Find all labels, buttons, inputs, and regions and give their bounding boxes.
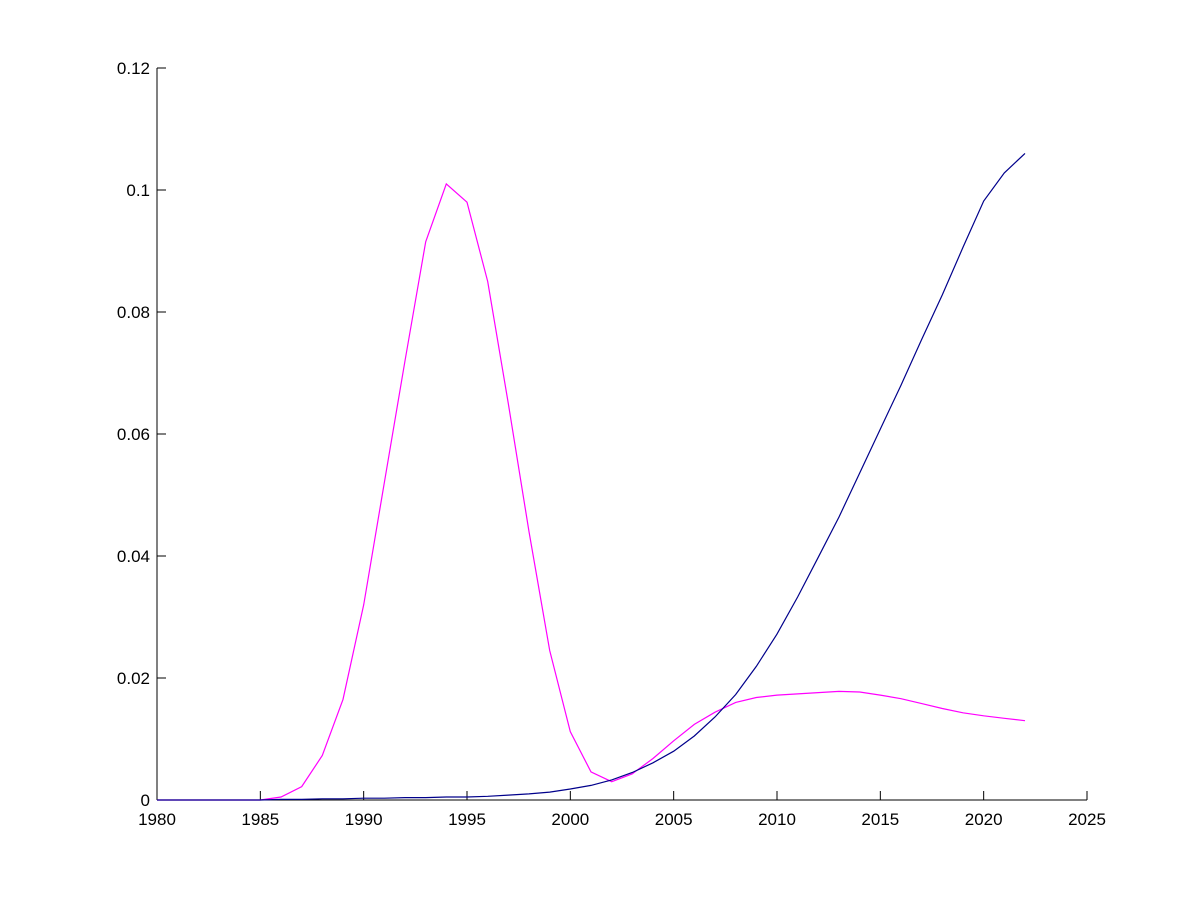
x-tick-label: 1985 (241, 810, 279, 829)
tick-marks (156, 67, 1088, 801)
y-tick-label: 0.08 (117, 303, 150, 322)
axes (156, 68, 1087, 801)
x-tick-label: 2015 (861, 810, 899, 829)
x-tick-labels: 1980 1985 1990 1995 2000 2005 2010 2015 2020 2025 (138, 810, 1106, 829)
y-tick-label: 0.02 (117, 669, 150, 688)
x-tick-label: 2025 (1068, 810, 1106, 829)
series-line-2 (157, 152, 1026, 801)
x-tick-label: 2010 (758, 810, 796, 829)
x-tick-label: 2000 (551, 810, 589, 829)
x-tick-label: 1990 (345, 810, 383, 829)
y-tick-label: 0.12 (117, 59, 150, 78)
y-tick-label: 0.1 (126, 181, 150, 200)
x-tick-label: 1980 (138, 810, 176, 829)
series-lines (157, 152, 1026, 801)
y-tick-labels: 0 0.02 0.04 0.06 0.08 0.1 0.12 (117, 59, 150, 810)
series-line-1 (157, 182, 1026, 801)
x-tick-label: 2020 (965, 810, 1003, 829)
y-tick-label: 0.04 (117, 547, 150, 566)
y-tick-label: 0 (141, 791, 150, 810)
x-tick-label: 1995 (448, 810, 486, 829)
y-tick-label: 0.06 (117, 425, 150, 444)
x-tick-label: 2005 (655, 810, 693, 829)
